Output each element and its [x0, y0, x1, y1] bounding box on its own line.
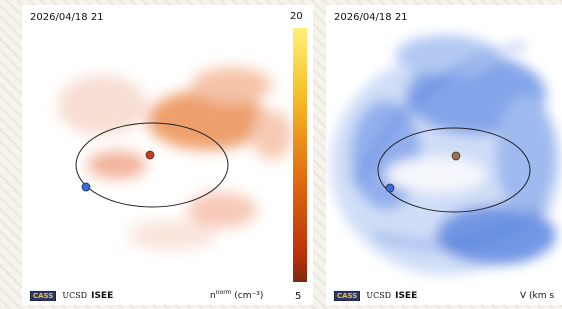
- density-image: [22, 5, 313, 305]
- logo: UCSD: [62, 291, 87, 300]
- logo: UCSD: [366, 291, 391, 300]
- unit-sup: norm: [216, 289, 232, 296]
- earth: [386, 184, 394, 192]
- logo: ISEE: [91, 291, 113, 301]
- colorbar-max: 20: [290, 11, 303, 22]
- sun: [146, 151, 154, 159]
- velocity-panel: 2026/04/18 21 CASS UCSD ISEE V (km s: [326, 5, 562, 305]
- timestamp: 2026/04/18 21: [334, 12, 408, 23]
- logo: ISEE: [395, 291, 417, 301]
- velocity-blobs: [331, 35, 561, 275]
- density-panel: 2026/04/18 21 20 5 CASS UCSD ISEE nnorm (c…: [22, 5, 313, 305]
- velocity-image: [326, 5, 562, 305]
- unit-label: nnorm (cm⁻³): [210, 289, 263, 301]
- unit-label: V (km s: [520, 291, 554, 301]
- logo: CASS: [30, 291, 56, 301]
- colorbar: [293, 28, 307, 282]
- earth: [82, 183, 90, 191]
- logo: CASS: [334, 291, 360, 301]
- screenshot: 2026/04/18 21 20 5 CASS UCSD ISEE nnorm (c…: [0, 0, 562, 309]
- timestamp: 2026/04/18 21: [30, 12, 104, 23]
- sun: [452, 152, 460, 160]
- density-blobs: [57, 67, 292, 250]
- colorbar-min: 5: [295, 291, 301, 302]
- unit-text: (cm⁻³): [234, 291, 263, 301]
